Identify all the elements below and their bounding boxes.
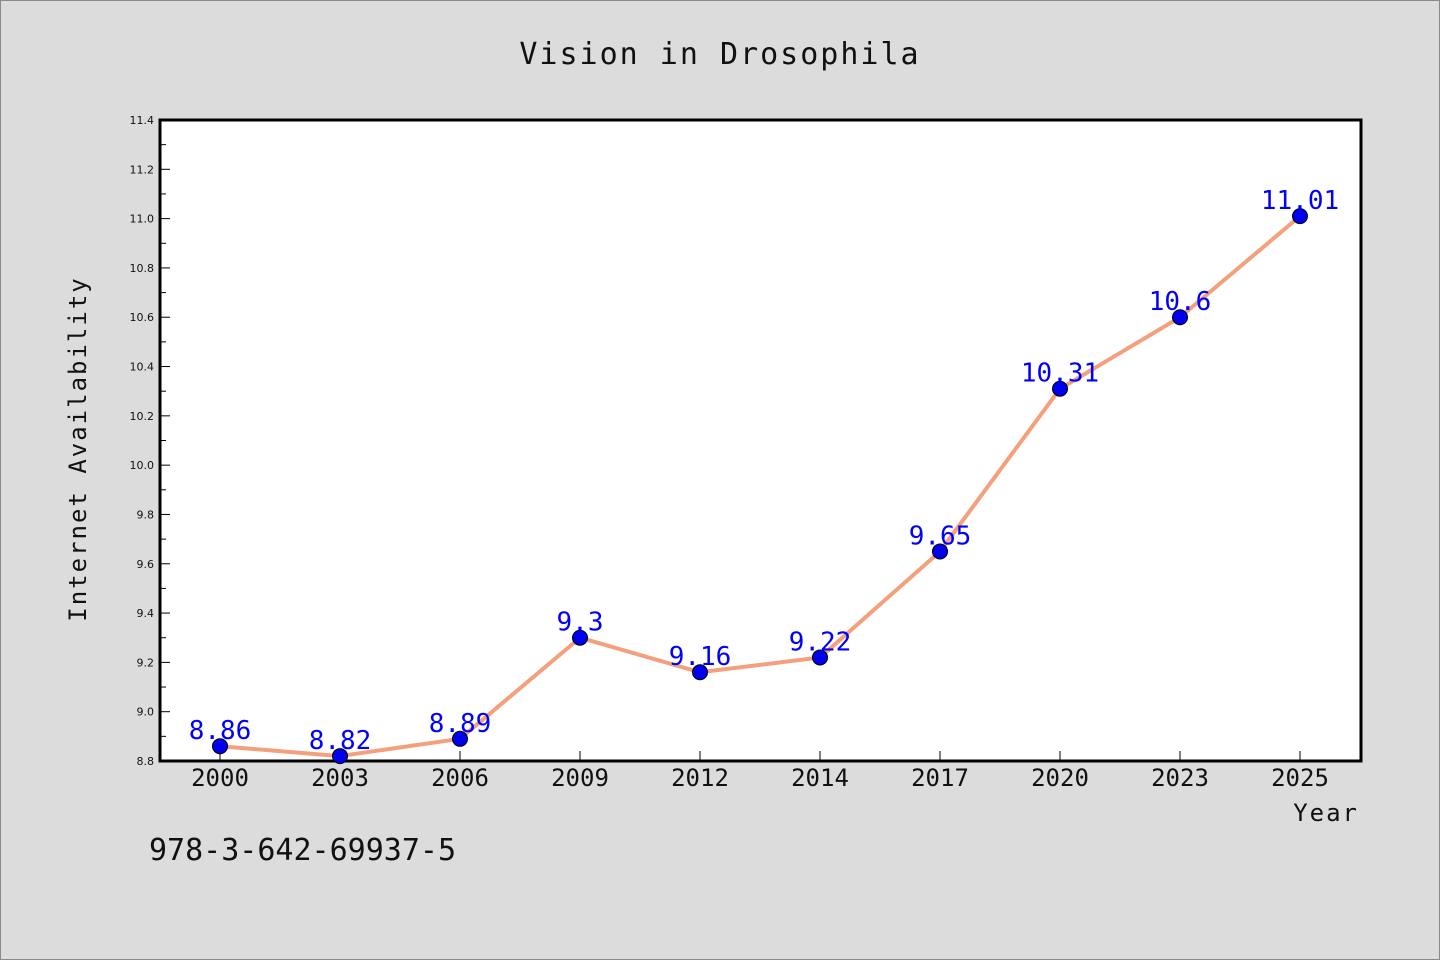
data-label: 9.65 [909, 521, 972, 551]
y-tick-label: 9.8 [137, 508, 155, 521]
data-point [332, 748, 348, 765]
x-tick-label: 2012 [671, 764, 729, 792]
data-point [572, 629, 588, 646]
y-tick-label: 9.2 [137, 656, 155, 669]
data-point [812, 649, 828, 666]
data-point [1292, 208, 1308, 225]
y-tick-label: 10.4 [130, 361, 155, 374]
data-label: 10.31 [1021, 359, 1099, 389]
data-label: 10.6 [1149, 287, 1212, 317]
chart-title: Vision in Drosophila [519, 37, 920, 72]
isbn-annotation: 978-3-642-69937-5 [149, 833, 457, 868]
data-point [212, 738, 228, 755]
x-tick-label: 2020 [1031, 764, 1089, 792]
y-tick-label: 9.4 [137, 607, 155, 620]
y-tick-label: 10.0 [130, 459, 155, 472]
data-series: 8.86 8.82 8.89 9.3 9.16 9.22 9.65 10.31 10.6 11.0… [189, 186, 1339, 765]
x-tick-label: 2009 [551, 764, 609, 792]
y-tick-label: 9.6 [137, 558, 155, 571]
data-label: 8.89 [429, 709, 492, 739]
x-tick-label: 2003 [311, 764, 369, 792]
data-label: 9.3 [557, 608, 604, 638]
x-axis: 2000 2003 2006 2009 2012 2014 2017 2020 2023 2025 [191, 751, 1329, 792]
y-tick-label: 11.4 [130, 114, 155, 127]
data-label: 8.86 [189, 716, 252, 746]
x-tick-label: 2014 [791, 764, 849, 792]
y-tick-label: 10.8 [130, 262, 155, 275]
data-point [452, 730, 468, 747]
y-tick-label: 9.0 [137, 706, 155, 719]
y-tick-label: 11.2 [130, 163, 155, 176]
data-point [1052, 380, 1068, 397]
x-tick-label: 2017 [911, 764, 969, 792]
x-tick-label: 2006 [431, 764, 489, 792]
data-label: 11.01 [1261, 186, 1339, 216]
x-tick-label: 2023 [1151, 764, 1209, 792]
y-tick-label: 10.6 [130, 311, 155, 324]
y-axis-label: Internet Availability [64, 276, 92, 621]
data-label: 8.82 [309, 726, 372, 756]
x-tick-label: 2000 [191, 764, 249, 792]
x-tick-label: 2025 [1271, 764, 1329, 792]
x-axis-label: Year [1293, 799, 1359, 827]
y-tick-label: 10.2 [130, 410, 155, 423]
data-point [1172, 309, 1188, 326]
data-point [932, 543, 948, 560]
data-point [692, 664, 708, 681]
y-tick-label: 11.0 [130, 213, 155, 226]
data-label: 9.16 [669, 642, 732, 672]
y-tick-label: 8.8 [137, 755, 155, 768]
series-line [219, 214, 1302, 759]
plot-area [158, 118, 1363, 763]
y-axis: 8.8 9.0 9.2 9.4 9.6 9.8 10.0 10.2 10.4 10.6 10.8 11… [130, 114, 170, 768]
data-label: 9.22 [789, 627, 852, 657]
